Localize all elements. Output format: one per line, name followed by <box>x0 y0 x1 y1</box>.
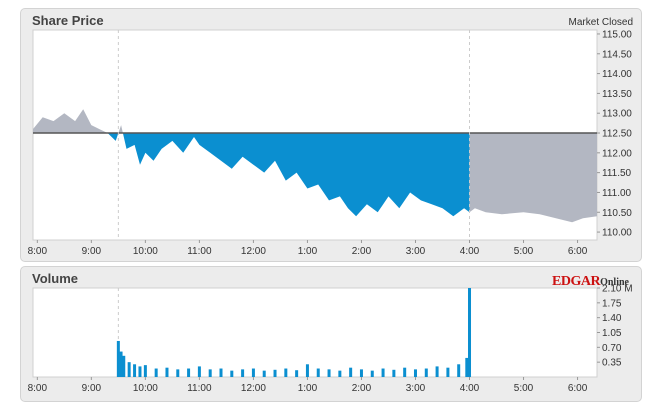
price-y-tick-label: 110.00 <box>602 228 632 239</box>
share-price-title: Share Price <box>32 13 104 28</box>
volume-bar <box>187 368 191 377</box>
volume-bar <box>208 369 212 377</box>
volume-y-tick-label: 0.70 <box>602 343 622 354</box>
volume-bar <box>122 355 126 377</box>
price-y-tick-label: 111.00 <box>602 188 632 199</box>
volume-x-tick-label: 11:00 <box>187 383 212 394</box>
volume-bar <box>241 369 245 377</box>
volume-bar <box>446 367 450 377</box>
volume-bar <box>338 370 342 377</box>
volume-bar <box>262 370 266 377</box>
volume-bar <box>165 367 169 377</box>
price-x-tick-label: 11:00 <box>187 246 212 257</box>
price-x-tick-label: 12:00 <box>241 246 266 257</box>
volume-x-tick-label: 12:00 <box>241 383 266 394</box>
price-x-tick-label: 2:00 <box>352 246 372 257</box>
volume-x-tick-label: 8:00 <box>28 383 48 394</box>
price-x-tick-label: 8:00 <box>28 246 48 257</box>
volume-bar <box>327 369 331 377</box>
price-y-tick-label: 113.50 <box>602 89 632 100</box>
volume-x-tick-label: 2:00 <box>352 383 372 394</box>
volume-bar <box>359 369 363 377</box>
volume-bar <box>413 369 417 377</box>
volume-bar <box>219 368 223 377</box>
price-y-tick-label: 112.50 <box>602 129 632 140</box>
volume-bar <box>127 362 131 377</box>
price-y-tick-label: 114.50 <box>602 49 632 60</box>
volume-bar <box>176 369 180 377</box>
price-area-below-baseline <box>33 133 470 217</box>
volume-y-tick-label: 1.40 <box>602 313 622 324</box>
volume-plot-area <box>32 287 598 378</box>
volume-bar <box>305 364 309 377</box>
price-y-tick-label: 111.50 <box>602 168 632 179</box>
price-y-tick-label: 114.00 <box>602 69 632 80</box>
volume-x-tick-label: 10:00 <box>133 383 158 394</box>
volume-bar <box>251 368 255 377</box>
volume-x-tick-label: 1:00 <box>298 383 318 394</box>
volume-x-tick-label: 4:00 <box>460 383 480 394</box>
volume-bar <box>392 369 396 377</box>
volume-bar <box>424 368 428 377</box>
volume-bar <box>295 370 299 377</box>
volume-bar <box>370 370 374 377</box>
volume-bar <box>316 368 320 377</box>
price-y-tick-label: 112.00 <box>602 148 632 159</box>
volume-bar <box>435 366 439 377</box>
volume-title: Volume <box>32 271 78 286</box>
volume-y-tick-label: 1.05 <box>602 328 622 339</box>
volume-bar <box>403 367 407 377</box>
volume-bar <box>119 351 123 377</box>
volume-y-tick-label: 2.10 M <box>602 284 633 295</box>
volume-x-tick-label: 6:00 <box>568 383 588 394</box>
price-y-tick-label: 113.00 <box>602 109 632 120</box>
price-x-tick-label: 4:00 <box>460 246 480 257</box>
edgar-online-logo: EDGAROnline <box>552 274 629 289</box>
market-status: Market Closed <box>568 17 633 28</box>
price-x-tick-label: 10:00 <box>133 246 158 257</box>
volume-bar <box>138 366 142 377</box>
volume-bar <box>284 368 288 377</box>
volume-bar <box>465 357 469 377</box>
price-x-tick-label: 3:00 <box>406 246 426 257</box>
volume-y-tick-label: 1.75 <box>602 298 622 309</box>
volume-bar <box>468 288 472 377</box>
price-area-above-baseline <box>33 109 123 134</box>
volume-bar <box>273 369 277 377</box>
volume-x-tick-label: 5:00 <box>514 383 534 394</box>
volume-bar <box>349 367 353 377</box>
volume-bar <box>143 365 147 377</box>
volume-bar <box>230 370 234 377</box>
volume-bar <box>457 364 461 377</box>
price-x-tick-label: 5:00 <box>514 246 534 257</box>
price-x-tick-label: 1:00 <box>298 246 318 257</box>
volume-x-tick-label: 9:00 <box>82 383 102 394</box>
volume-x-tick-label: 3:00 <box>406 383 426 394</box>
volume-bar <box>154 368 158 377</box>
volume-bar <box>381 368 385 377</box>
volume-y-tick-label: 0.35 <box>602 358 622 369</box>
price-y-tick-label: 115.00 <box>602 29 632 40</box>
price-x-tick-label: 9:00 <box>82 246 102 257</box>
volume-bar <box>197 366 201 377</box>
volume-bar <box>116 340 120 377</box>
price-x-tick-label: 6:00 <box>568 246 588 257</box>
volume-bar <box>133 364 137 377</box>
price-y-tick-label: 110.50 <box>602 208 632 219</box>
price-area-after-hours <box>469 133 597 223</box>
